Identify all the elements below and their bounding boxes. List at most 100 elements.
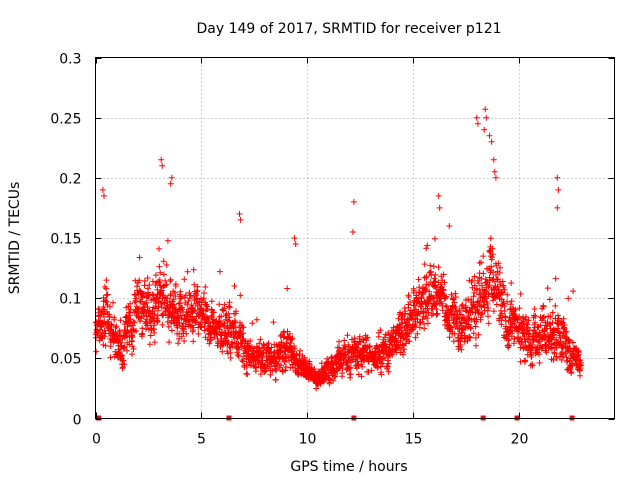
data-point <box>446 334 453 341</box>
data-point <box>406 330 413 337</box>
data-point <box>448 324 455 331</box>
data-point <box>395 315 402 322</box>
data-point <box>136 254 143 261</box>
data-point <box>432 271 439 278</box>
data-point <box>129 351 135 358</box>
data-point <box>421 325 428 332</box>
data-point <box>377 327 384 334</box>
data-point <box>136 305 142 312</box>
data-point <box>405 294 412 300</box>
data-point <box>281 358 288 365</box>
data-point <box>385 368 392 375</box>
data-point <box>289 335 296 342</box>
data-point <box>187 323 194 330</box>
data-point <box>186 295 193 302</box>
data-point <box>420 308 427 315</box>
data-point <box>411 302 418 309</box>
data-point <box>200 295 207 302</box>
data-point <box>136 277 143 284</box>
data-point <box>247 338 254 344</box>
data-point <box>557 339 564 346</box>
data-point <box>275 361 281 367</box>
y-tick-labels: 0 0.05 0.1 0.15 0.2 0.25 0.3 <box>50 52 81 429</box>
y-axis-label: SRMTID / TECUs <box>7 182 23 295</box>
data-point <box>436 204 443 211</box>
data-point <box>475 331 482 338</box>
data-point <box>244 371 251 378</box>
data-point <box>462 303 469 309</box>
data-point <box>257 336 264 343</box>
data-point <box>486 277 493 284</box>
data-point <box>236 210 243 217</box>
data-point <box>523 320 530 327</box>
y-tick-label: 0.1 <box>59 292 81 308</box>
data-point <box>465 296 472 303</box>
data-point <box>483 114 490 121</box>
data-point <box>185 298 192 304</box>
data-point <box>355 362 362 369</box>
data-point <box>479 282 485 289</box>
data-point <box>154 318 161 325</box>
data-point <box>102 342 109 349</box>
data-point <box>425 320 431 327</box>
data-point <box>531 312 537 319</box>
data-point <box>364 334 371 341</box>
data-point <box>237 216 244 223</box>
data-point <box>290 364 297 371</box>
data-point <box>482 106 489 113</box>
data-point <box>287 340 294 346</box>
data-point <box>167 276 174 283</box>
data-point <box>210 309 217 316</box>
data-point <box>434 310 441 317</box>
data-point <box>400 349 407 356</box>
data-point <box>500 284 507 290</box>
data-point <box>563 328 570 335</box>
data-point <box>218 337 224 344</box>
axis-ticks <box>95 57 615 420</box>
data-point <box>549 309 556 316</box>
y-tick-label: 0 <box>73 413 82 429</box>
data-point <box>423 273 430 280</box>
data-point <box>517 290 524 297</box>
data-point <box>145 293 152 299</box>
data-point <box>490 297 497 304</box>
data-point <box>397 337 404 344</box>
data-point <box>528 352 535 359</box>
data-point <box>488 138 495 145</box>
data-point <box>552 275 559 282</box>
data-point <box>193 288 200 295</box>
data-point <box>221 301 228 308</box>
data-point <box>427 262 434 269</box>
data-point <box>139 330 146 337</box>
data-point <box>146 341 153 348</box>
data-point <box>131 319 138 326</box>
data-point <box>284 285 291 292</box>
data-point <box>129 343 136 350</box>
data-point <box>553 336 560 343</box>
data-point <box>568 369 575 375</box>
data-point <box>178 333 185 340</box>
data-point <box>429 305 436 312</box>
data-point <box>240 324 247 331</box>
data-point <box>262 365 269 372</box>
x-axis-label: GPS time / hours <box>290 459 407 475</box>
data-point <box>328 354 335 361</box>
data-point <box>273 360 280 366</box>
data-point <box>235 353 242 360</box>
data-point <box>366 343 373 349</box>
data-point <box>384 363 391 370</box>
data-point <box>477 303 484 309</box>
data-point <box>470 330 477 337</box>
data-point <box>104 291 111 298</box>
data-point <box>205 315 212 322</box>
data-point <box>530 337 537 344</box>
data-point <box>138 298 144 305</box>
data-point <box>116 327 123 334</box>
data-point <box>443 293 449 300</box>
data-point <box>231 283 238 289</box>
data-point <box>291 235 298 241</box>
data-point <box>183 330 190 337</box>
data-point <box>356 333 363 340</box>
data-point <box>432 301 439 308</box>
data-point <box>190 338 197 345</box>
